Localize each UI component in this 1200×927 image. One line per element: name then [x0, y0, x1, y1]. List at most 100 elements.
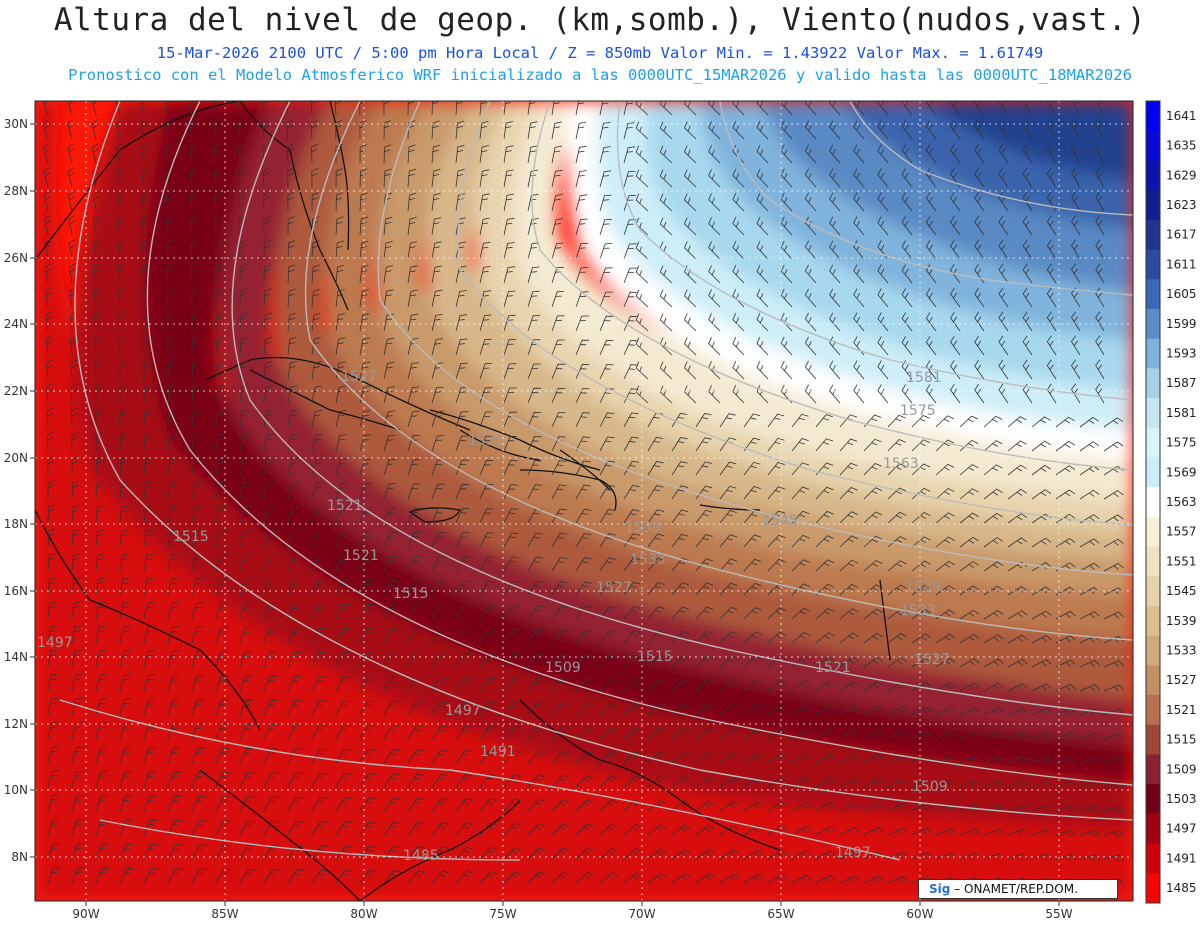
contour-label: 1533 [468, 433, 504, 449]
colorbar-label: 1515 [1166, 733, 1197, 747]
lat-label: 24N [4, 317, 28, 331]
lon-label: 65W [767, 907, 794, 921]
colorbar-label: 1551 [1166, 554, 1197, 568]
lat-label: 30N [4, 117, 28, 131]
colorbar-label: 1593 [1166, 346, 1197, 360]
contour-label: 1527 [341, 369, 377, 385]
colorbar-swatch [1146, 695, 1160, 725]
colorbar-swatch [1146, 339, 1160, 369]
lon-label: 75W [489, 907, 516, 921]
colorbar-label: 1635 [1166, 139, 1197, 153]
colorbar-swatch [1146, 101, 1160, 131]
contour-label: 1509 [912, 779, 948, 795]
colorbar-swatch [1146, 606, 1160, 636]
contour-label: 1533 [900, 603, 936, 619]
colorbar-label: 1569 [1166, 465, 1197, 479]
colorbar-label: 1527 [1166, 673, 1197, 687]
colorbar-swatch [1146, 457, 1160, 487]
colorbar-label: 1587 [1166, 376, 1197, 390]
contour-label: 1515 [173, 529, 209, 545]
longitude-ticks [86, 901, 1059, 906]
contour-label: 1515 [393, 586, 429, 602]
contour-label: 1497 [445, 703, 481, 719]
latitude-axis: 30N 28N 26N 24N 22N 20N 18N 16N 14N 12N … [4, 117, 28, 864]
colorbar-swatch [1146, 279, 1160, 309]
credit-box: Sig – ONAMET/REP.DOM. [918, 879, 1118, 899]
contour-label: 1539 [625, 520, 661, 536]
colorbar-swatch [1146, 131, 1160, 161]
colorbar-label: 1605 [1166, 287, 1197, 301]
contour-label: 1509 [545, 660, 581, 676]
lon-label: 80W [350, 907, 377, 921]
lat-label: 10N [4, 783, 28, 797]
contour-label: 1491 [480, 744, 516, 760]
lon-label: 55W [1045, 907, 1072, 921]
colorbar-swatch [1146, 368, 1160, 398]
lon-label: 60W [906, 907, 933, 921]
contour-label: 1563 [883, 456, 919, 472]
contour-label: 1497 [835, 845, 871, 861]
colorbar-label: 1557 [1166, 525, 1197, 539]
contour-label: 1485 [403, 848, 439, 864]
colorbar-swatch [1146, 814, 1160, 844]
colorbar-swatch [1146, 517, 1160, 547]
colorbar-swatch [1146, 636, 1160, 666]
lon-label: 85W [211, 907, 238, 921]
colorbar-label: 1581 [1166, 406, 1197, 420]
colorbar-label: 1521 [1166, 703, 1197, 717]
contour-label: 1539 [905, 580, 941, 596]
colorbar-swatch [1146, 576, 1160, 606]
contour-label: 1515 [637, 649, 673, 665]
colorbar-label: 1629 [1166, 168, 1197, 182]
lat-label: 28N [4, 184, 28, 198]
colorbar-swatch [1146, 160, 1160, 190]
lon-label: 70W [628, 907, 655, 921]
contour-label: 1527 [596, 580, 632, 596]
contour-label: 1527 [914, 652, 950, 668]
lat-label: 16N [4, 584, 28, 598]
colorbar-swatch [1146, 220, 1160, 250]
colorbar-label: 1503 [1166, 792, 1197, 806]
colorbar-swatch [1146, 190, 1160, 220]
contour-label: 1545 [762, 513, 798, 529]
colorbar-label: 1611 [1166, 257, 1197, 271]
colorbar-label: 1641 [1166, 109, 1197, 123]
colorbar-swatch [1146, 250, 1160, 280]
latitude-ticks [30, 124, 35, 857]
colorbar-swatch [1146, 665, 1160, 695]
colorbar-swatch [1146, 487, 1160, 517]
lat-label: 8N [11, 850, 28, 864]
colorbar-label: 1623 [1166, 198, 1197, 212]
colorbar-swatch [1146, 309, 1160, 339]
colorbar-label: 1539 [1166, 614, 1197, 628]
colorbar-label: 1563 [1166, 495, 1197, 509]
colorbar-swatch [1146, 754, 1160, 784]
colorbar-swatch [1146, 398, 1160, 428]
lat-label: 18N [4, 517, 28, 531]
colorbar-label: 1485 [1166, 881, 1197, 895]
agency-logo: Sig [929, 882, 950, 896]
lat-label: 12N [4, 717, 28, 731]
longitude-axis: 90W 85W 80W 75W 70W 65W 60W 55W [72, 907, 1072, 921]
colorbar-label: 1617 [1166, 228, 1197, 242]
lat-label: 14N [4, 650, 28, 664]
colorbar-label: 1545 [1166, 584, 1197, 598]
contour-label: 1521 [343, 548, 379, 564]
lat-label: 26N [4, 251, 28, 265]
colorbar-label: 1575 [1166, 436, 1197, 450]
colorbar-swatch [1146, 873, 1160, 903]
contour-label: 1533 [630, 552, 666, 568]
colorbar-swatch [1146, 547, 1160, 577]
contour-label: 1497 [37, 635, 73, 651]
colorbar-label: 1509 [1166, 762, 1197, 776]
colorbar-label: 1491 [1166, 851, 1197, 865]
colorbar-label: 1497 [1166, 822, 1197, 836]
colorbar-label: 1533 [1166, 644, 1197, 658]
lon-label: 90W [72, 907, 99, 921]
contour-label: 1575 [900, 403, 936, 419]
lat-label: 22N [4, 384, 28, 398]
colorbar-swatch [1146, 844, 1160, 874]
shaded-field: 1581 1575 1563 1545 1539 1533 1527 1521 … [35, 95, 1133, 901]
contour-label: 1521 [815, 660, 851, 676]
